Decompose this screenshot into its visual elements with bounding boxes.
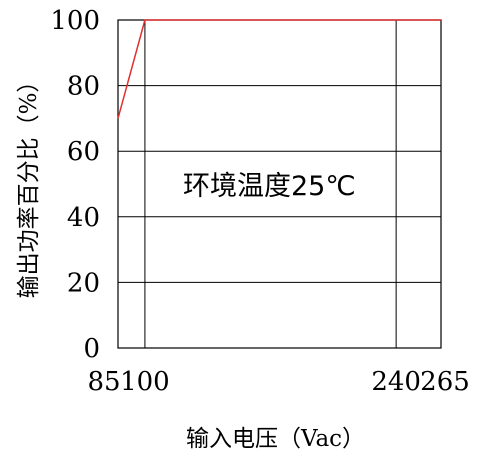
- x-tick-label: 265: [420, 367, 470, 397]
- x-tick-label: 240: [371, 367, 421, 397]
- y-tick-label: 40: [67, 203, 100, 233]
- x-tick-label: 85: [87, 367, 120, 397]
- y-tick-label: 60: [67, 137, 100, 167]
- y-tick-label: 80: [67, 72, 100, 102]
- y-axis-title: 输出功率百分比（%）: [16, 70, 42, 299]
- grid: [118, 20, 441, 348]
- annotation-label: 环境温度25℃: [183, 171, 356, 202]
- y-tick-label: 100: [50, 6, 100, 36]
- series-line-0: [117, 19, 441, 119]
- y-tick-label: 20: [67, 268, 100, 298]
- x-tick-labels: 85 100 240 265: [87, 367, 469, 397]
- y-tick-labels: 0 20 40 60 80 100: [50, 6, 100, 364]
- x-axis-title: 输入电压（Vac）: [186, 426, 365, 452]
- x-tick-label: 100: [120, 367, 170, 397]
- series-layer: [117, 19, 441, 119]
- y-tick-label: 0: [83, 334, 100, 364]
